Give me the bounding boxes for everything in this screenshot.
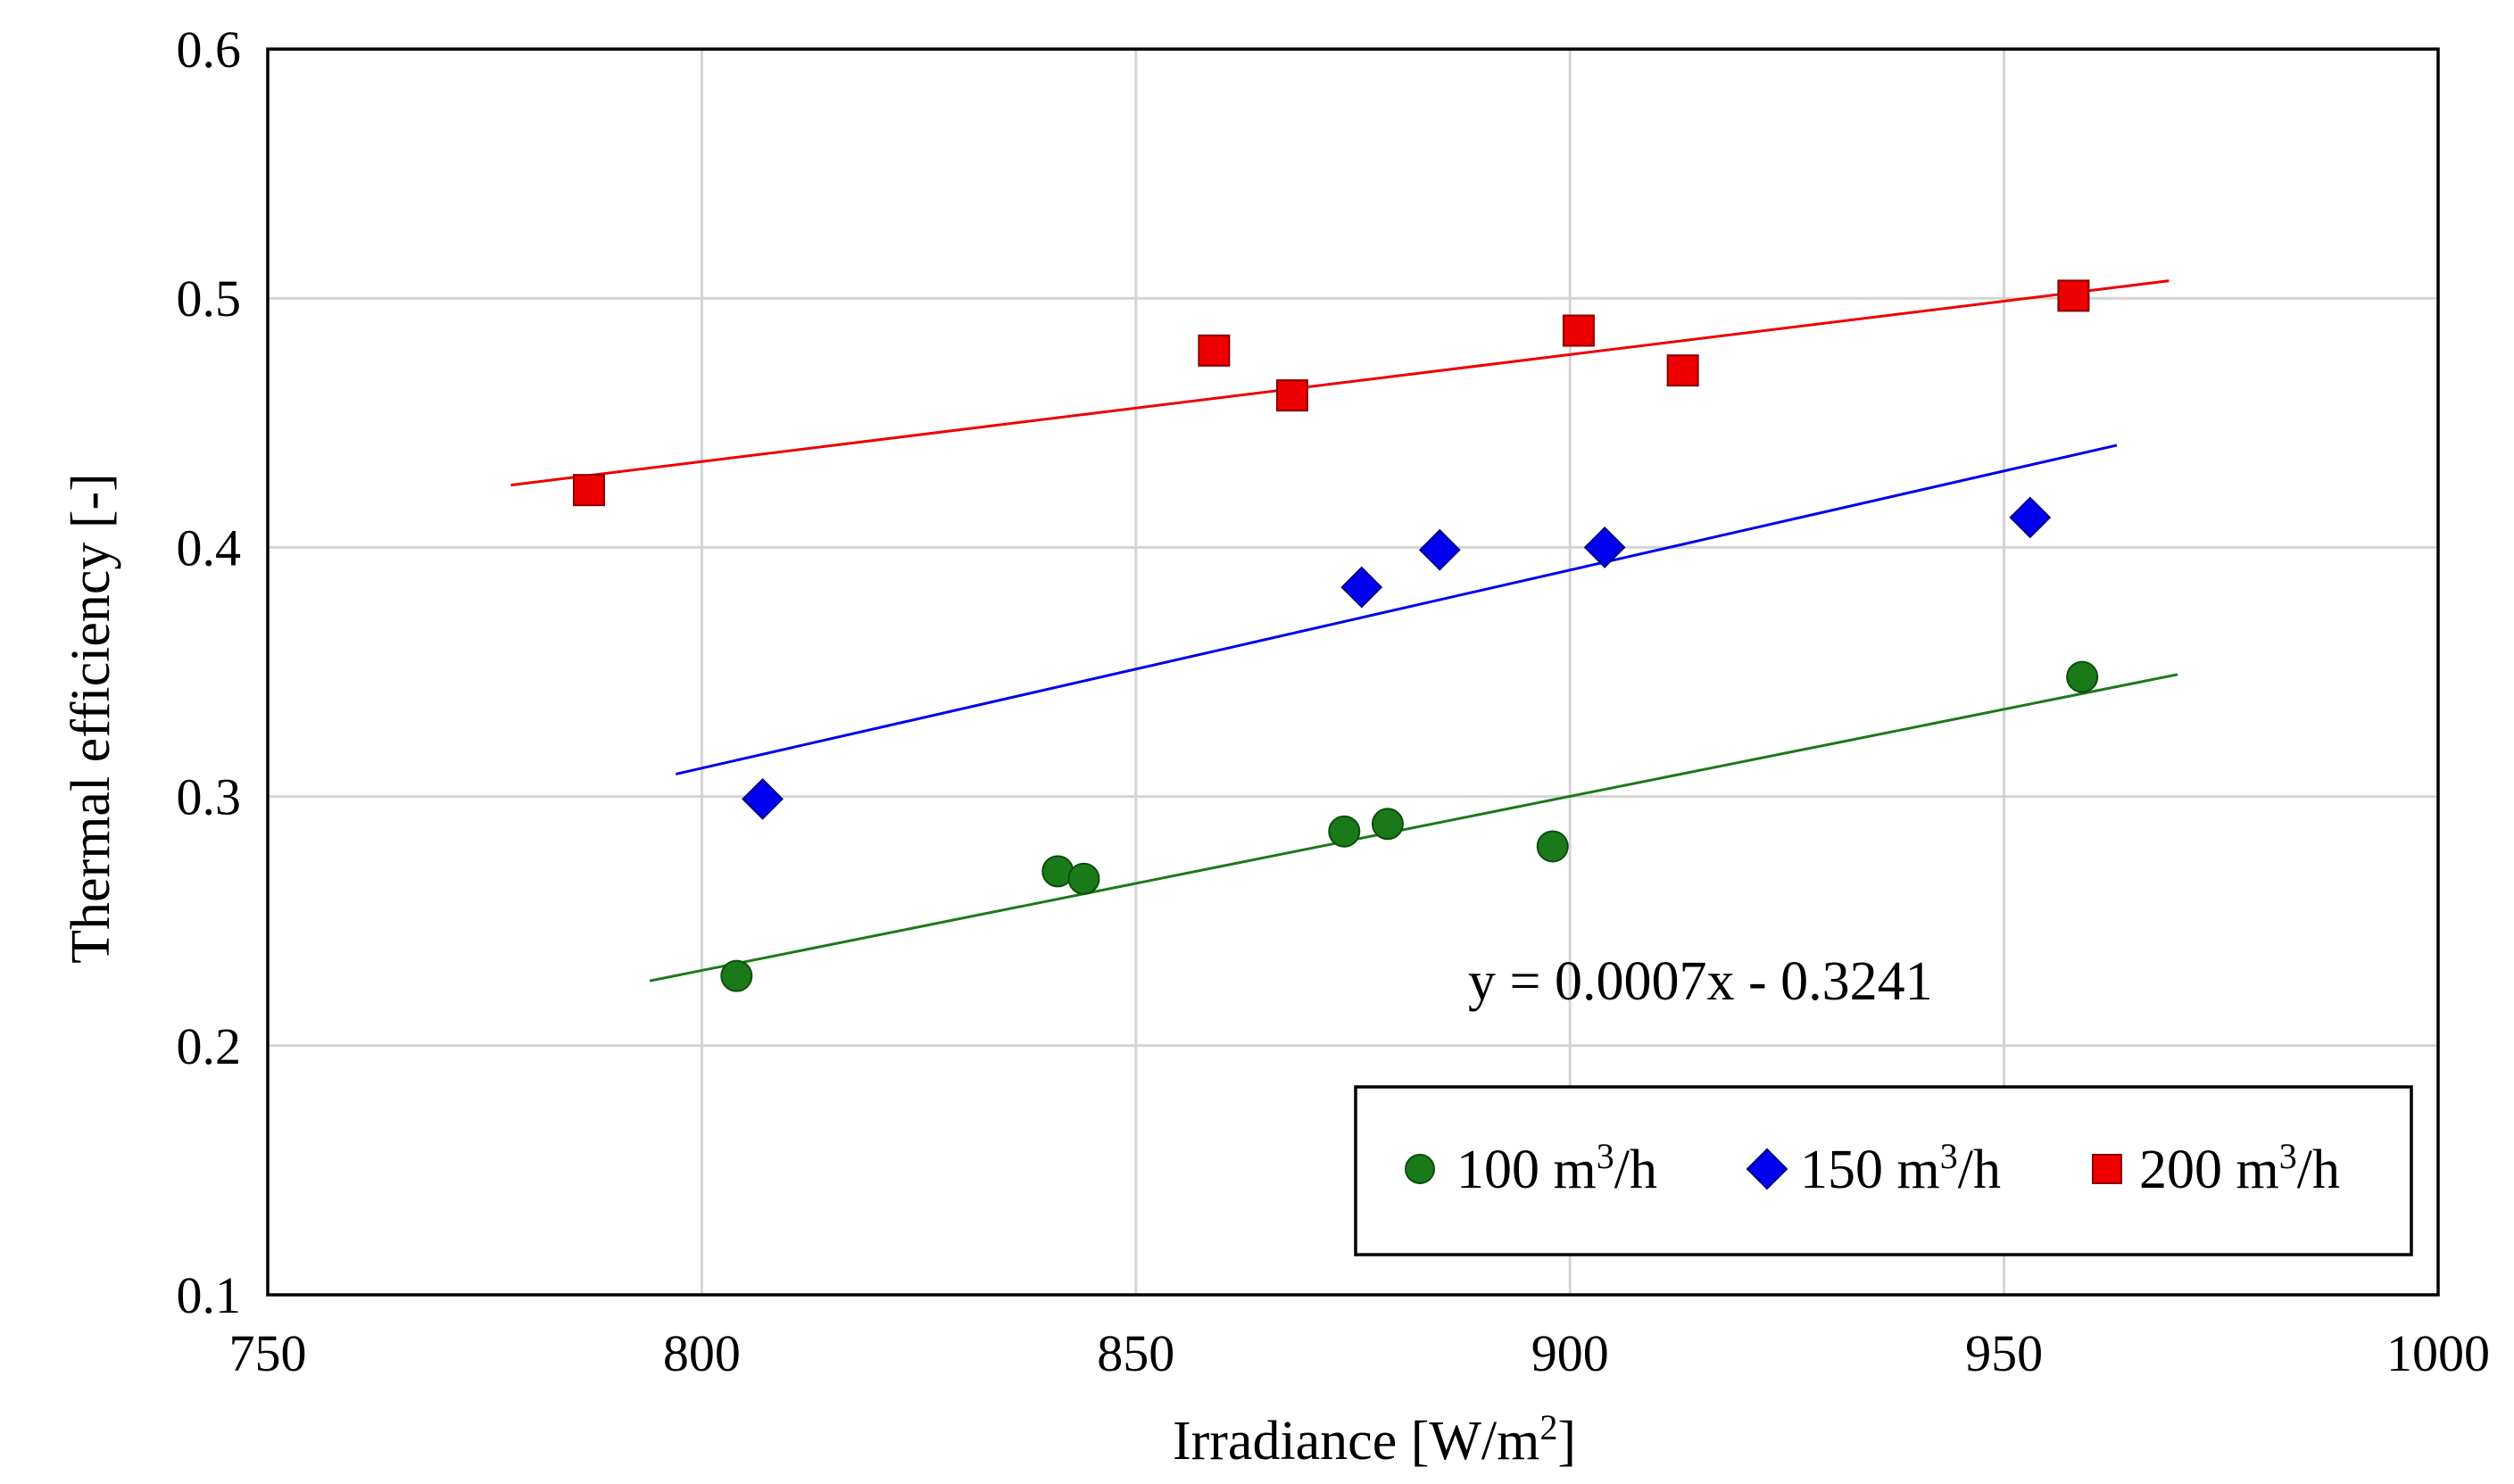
point-circle bbox=[1328, 815, 1361, 848]
x-tick-label: 850 bbox=[1097, 1324, 1174, 1382]
point-diamond bbox=[1340, 566, 1383, 609]
legend-label-100: 100 m3/h bbox=[1456, 1136, 1657, 1200]
point-diamond bbox=[742, 777, 784, 820]
point-diamond bbox=[1418, 528, 1461, 571]
y-tick-label: 0.2 bbox=[177, 1017, 242, 1075]
point-square bbox=[1275, 379, 1308, 412]
x-tick-label: 950 bbox=[1965, 1324, 2043, 1382]
point-circle bbox=[2066, 660, 2099, 693]
trendline-diamond bbox=[675, 444, 2118, 775]
point-circle bbox=[1067, 862, 1100, 895]
legend-marker-200 bbox=[2092, 1154, 2122, 1184]
y-tick-label: 0.3 bbox=[177, 768, 242, 826]
x-tick-label: 800 bbox=[663, 1324, 741, 1382]
legend-label-150: 150 m3/h bbox=[1800, 1136, 2001, 1200]
legend-marker-100 bbox=[1405, 1154, 1435, 1184]
legend: 100 m3/h 150 m3/h 200 m3/h bbox=[1354, 1085, 2413, 1256]
point-circle bbox=[1536, 830, 1569, 863]
x-tick-label: 750 bbox=[229, 1324, 307, 1382]
x-tick-label: 1000 bbox=[2386, 1324, 2490, 1382]
plot-area bbox=[266, 47, 2440, 1297]
grid-lines bbox=[268, 49, 2438, 1295]
point-diamond bbox=[1583, 526, 1626, 568]
point-diamond bbox=[2009, 496, 2052, 539]
x-axis-ticks: 750 800 850 900 950 1000 bbox=[229, 1324, 2491, 1382]
y-tick-label: 0.5 bbox=[177, 269, 242, 327]
y-tick-label: 0.1 bbox=[177, 1266, 242, 1324]
data-points bbox=[572, 279, 2099, 992]
point-circle bbox=[1371, 808, 1404, 841]
y-axis-title: Thermal efficiency [-] bbox=[61, 473, 121, 964]
point-square bbox=[1198, 334, 1231, 367]
y-axis-ticks: 0.1 0.2 0.3 0.4 0.5 0.6 bbox=[177, 21, 242, 1324]
point-square bbox=[572, 474, 605, 507]
y-tick-label: 0.4 bbox=[177, 518, 242, 576]
regression-equation: y = 0.0007x - 0.3241 bbox=[1468, 951, 1933, 1012]
point-square bbox=[1562, 314, 1595, 347]
legend-box bbox=[1354, 1085, 2413, 1256]
trendline-circle bbox=[649, 673, 2178, 982]
legend-label-200: 200 m3/h bbox=[2139, 1136, 2340, 1200]
point-square bbox=[2057, 279, 2090, 312]
x-tick-label: 900 bbox=[1531, 1324, 1609, 1382]
x-axis-title: Irradiance [W/m2] bbox=[1173, 1407, 1576, 1472]
y-tick-label: 0.6 bbox=[177, 21, 242, 79]
trendline-square bbox=[510, 279, 2170, 487]
point-circle bbox=[720, 959, 753, 992]
point-square bbox=[1666, 354, 1699, 387]
trend-lines bbox=[510, 279, 2178, 982]
legend-marker-150 bbox=[1746, 1148, 1788, 1190]
